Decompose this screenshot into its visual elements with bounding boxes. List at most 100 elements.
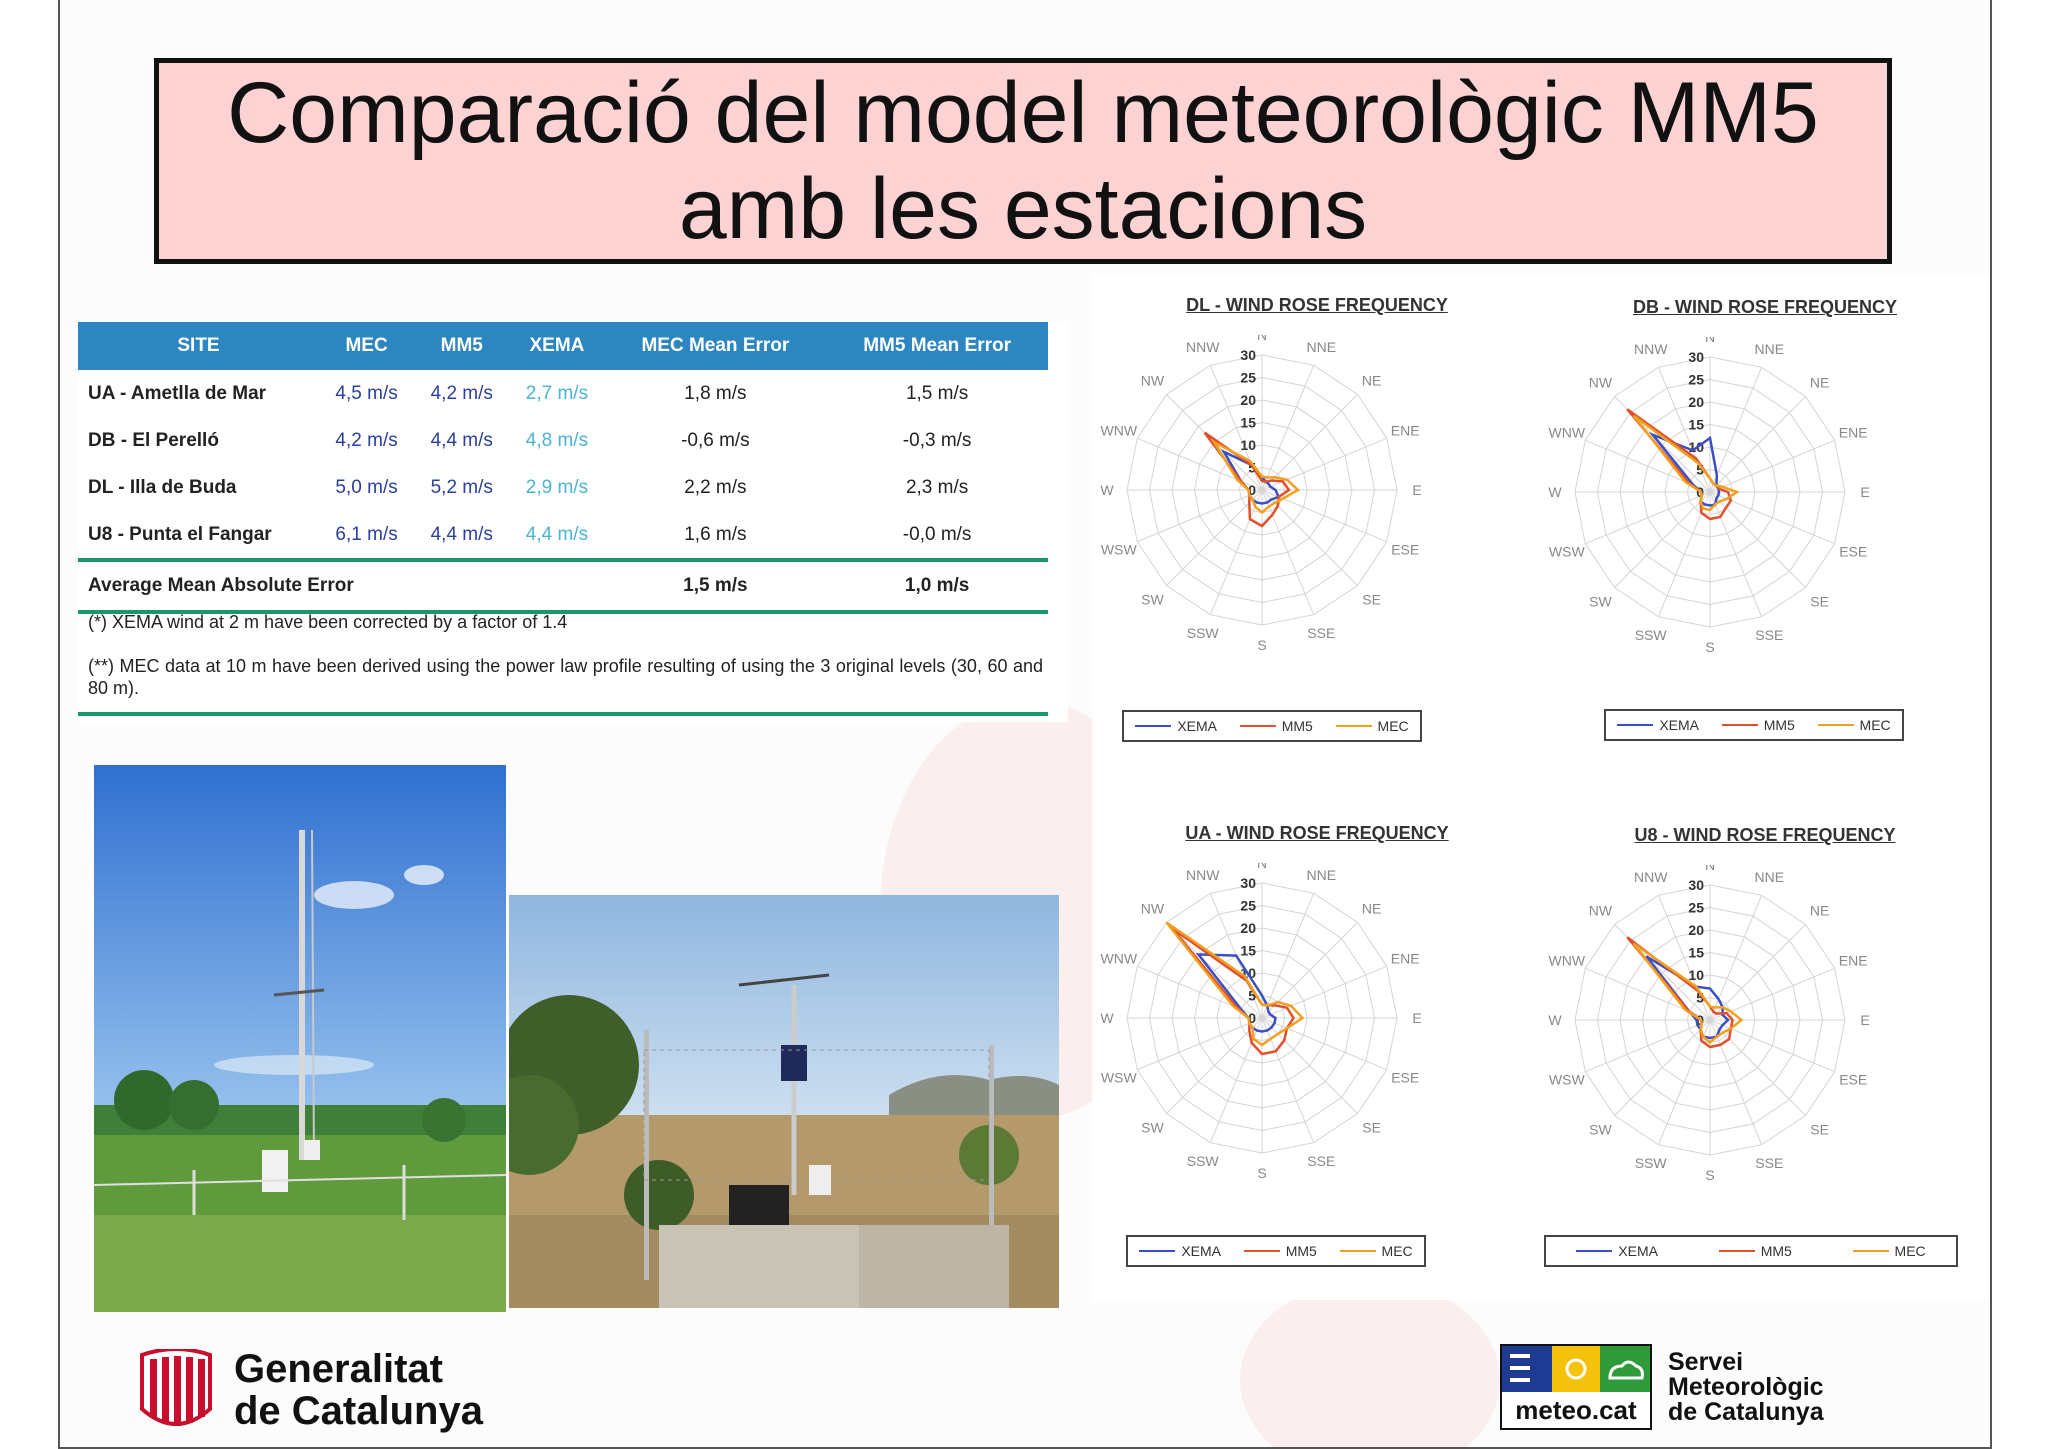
rose-direction-label: WSW <box>1549 1071 1586 1087</box>
mm5-error-cell: 1,5 m/s <box>905 382 969 404</box>
rose-direction-label: N <box>1257 335 1267 343</box>
rose-spoke <box>1657 367 1711 493</box>
rose-radial-tick-label: 20 <box>1688 394 1704 410</box>
rose-direction-label: NNE <box>1307 339 1337 355</box>
rose-ua: UA - WIND ROSE FREQUENCY N NNE NE ENE E ESE SE… <box>1092 823 1542 1323</box>
error-table: SITE MEC MM5 XEMA MEC Mean Error MM5 Mea… <box>78 322 1048 614</box>
generalitat-emblem-icon <box>140 1349 212 1426</box>
mec-cell: 5,0 m/s <box>335 476 398 498</box>
rose-direction-label: SSW <box>1635 1155 1668 1171</box>
rose-radial-tick-label: 30 <box>1688 877 1704 893</box>
rose-direction-label: SW <box>1141 592 1164 608</box>
rose-direction-label: NNW <box>1634 341 1668 357</box>
title-line-2: amb les estacions <box>678 161 1368 257</box>
rose-direction-label: ESE <box>1391 1069 1419 1085</box>
rose-series-xema <box>1220 448 1281 505</box>
rose-radial-tick-label: 25 <box>1240 898 1256 914</box>
rose-series-mm5 <box>1171 927 1295 1056</box>
rose-spoke <box>1261 489 1358 586</box>
rose-spoke <box>1261 893 1315 1019</box>
rose-spoke <box>1585 1019 1711 1073</box>
col-header-mec-mean-error: MEC Mean Error <box>604 322 827 370</box>
rose-radial-tick-label: 5 <box>1696 462 1704 478</box>
rose-direction-label: NNW <box>1634 869 1668 885</box>
legend-item-mec: MEC <box>1852 1243 1926 1259</box>
col-header-xema: XEMA <box>509 322 605 370</box>
rose-spoke <box>1614 491 1711 588</box>
rose-spoke <box>1709 1019 1763 1145</box>
legend-item-xema: XEMA <box>1139 1243 1221 1259</box>
mec-cell: 4,2 m/s <box>335 429 398 451</box>
site-cell: DB - El Perelló <box>88 429 219 451</box>
rose-spoke <box>1137 489 1263 543</box>
rose-direction-label: NW <box>1141 900 1165 916</box>
col-header-site: SITE <box>78 322 319 370</box>
footnote-mec: (**) MEC data at 10 m have been derived … <box>88 656 1043 698</box>
rose-direction-label: E <box>1860 1012 1869 1028</box>
mm5-cell: 4,4 m/s <box>430 523 493 545</box>
error-table-panel: SITE MEC MM5 XEMA MEC Mean Error MM5 Mea… <box>78 322 1068 722</box>
legend-swatch-mec <box>1335 725 1372 727</box>
legend-swatch-mm5 <box>1718 1250 1755 1252</box>
rose-direction-label: SE <box>1810 1122 1829 1138</box>
rose-direction-label: W <box>1100 482 1114 498</box>
legend-swatch-xema <box>1135 725 1172 727</box>
rose-series-mec <box>1632 414 1740 512</box>
rose-direction-label: S <box>1705 1167 1714 1183</box>
rose-spoke <box>1709 491 1763 617</box>
legend-item-xema: XEMA <box>1576 1243 1658 1259</box>
photo-meteorological-tower <box>94 765 506 1312</box>
legend-item-mm5: MM5 <box>1721 717 1795 733</box>
rose-direction-label: NW <box>1141 372 1165 388</box>
xema-cell: 4,8 m/s <box>525 429 589 451</box>
legend-label-xema: XEMA <box>1181 1243 1222 1259</box>
table-row: DL - Illa de Buda 5,0 m/s 5,2 m/s 2,9 m/… <box>78 464 1048 511</box>
rose-spoke <box>1166 489 1263 586</box>
legend-swatch-mec <box>1817 724 1854 726</box>
legend-item-mm5: MM5 <box>1718 1243 1792 1259</box>
rose-direction-label: SSW <box>1187 1153 1220 1169</box>
rose-db-plot: NNNENEENEEESESESSESSSWSWWSWWWNWNWNNW0510… <box>1548 337 1869 655</box>
legend-swatch-xema <box>1139 1250 1176 1252</box>
rose-spoke <box>1261 965 1387 1019</box>
rose-direction-label: NE <box>1810 902 1829 918</box>
site-cell: U8 - Punta el Fangar <box>88 523 272 545</box>
rose-direction-label: ENE <box>1839 425 1868 441</box>
rose-radial-tick-label: 10 <box>1240 437 1256 453</box>
legend-label-mec: MEC <box>1377 718 1409 734</box>
rose-radial-tick-label: 25 <box>1240 370 1256 386</box>
legend-swatch-xema <box>1617 724 1654 726</box>
legend-label-mm5: MM5 <box>1760 1243 1792 1259</box>
rose-spoke <box>1261 1017 1387 1071</box>
legend-swatch-mec <box>1339 1250 1376 1252</box>
site-cell: DL - Illa de Buda <box>88 476 237 498</box>
rose-spoke <box>1709 439 1835 493</box>
rose-spoke <box>1209 489 1263 615</box>
rose-direction-label: SSW <box>1635 627 1668 643</box>
rose-radial-tick-label: 30 <box>1688 349 1704 365</box>
mec-error-cell: 1,8 m/s <box>684 382 747 404</box>
xema-cell: 2,7 m/s <box>525 382 589 404</box>
rose-radial-tick-label: 15 <box>1240 415 1256 431</box>
rose-spoke <box>1261 394 1358 491</box>
rose-u8-legend: XEMA MM5 MEC <box>1544 1235 1958 1267</box>
rose-spoke <box>1261 489 1315 615</box>
rose-radial-tick-label: 10 <box>1688 967 1704 983</box>
rose-direction-label: SSE <box>1755 1155 1783 1171</box>
site-cell: UA - Ametlla de Mar <box>88 382 267 404</box>
legend-item-mm5: MM5 <box>1243 1243 1317 1259</box>
generalitat-wordmark: Generalitat de Catalunya <box>234 1348 483 1432</box>
rose-series-mec <box>1632 942 1744 1045</box>
rose-radial-tick-label: 25 <box>1688 900 1704 916</box>
legend-item-xema: XEMA <box>1617 717 1699 733</box>
smc-line-1: Servei <box>1668 1347 1744 1376</box>
smc-line-3: de Catalunya <box>1668 1397 1824 1426</box>
xema-cell: 2,9 m/s <box>525 476 589 498</box>
rose-direction-label: ENE <box>1839 953 1868 969</box>
mm5-error-cell: 2,3 m/s <box>905 476 969 498</box>
legend-swatch-xema <box>1576 1250 1613 1252</box>
rose-series-mec <box>1165 921 1305 1047</box>
meteocat-logo-text: meteo.cat <box>1515 1395 1637 1425</box>
rose-radial-tick-label: 5 <box>1696 990 1704 1006</box>
rose-direction-label: N <box>1705 337 1715 345</box>
